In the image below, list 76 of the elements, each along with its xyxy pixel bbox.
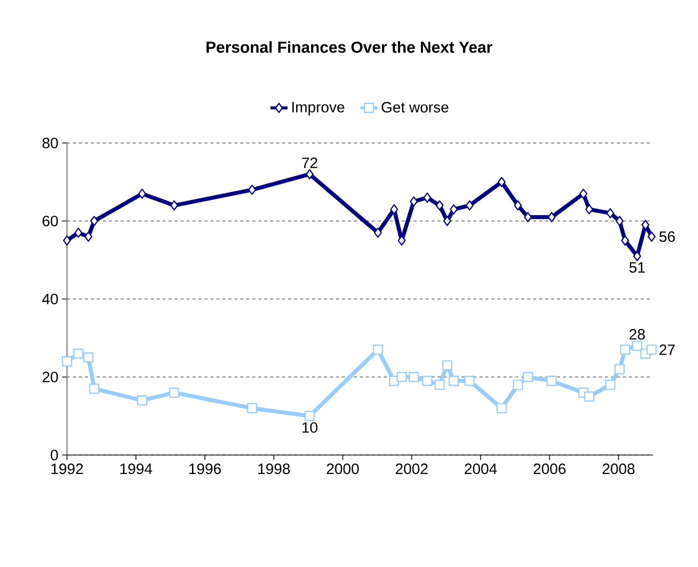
- legend-label: Improve: [292, 102, 344, 116]
- point: [390, 204, 398, 214]
- point: [410, 196, 418, 207]
- point: [396, 372, 407, 382]
- point: [620, 344, 630, 355]
- point: [641, 220, 650, 230]
- x-tick-label: 2002: [396, 464, 428, 474]
- point: [442, 360, 452, 370]
- point: [546, 376, 557, 386]
- point: [63, 235, 71, 246]
- point: [498, 176, 506, 188]
- x-tick-label: 1996: [189, 464, 221, 474]
- point: [450, 204, 458, 214]
- point: [170, 200, 178, 211]
- point: [524, 212, 532, 222]
- y-tick-label: 20: [42, 372, 58, 382]
- point: [448, 376, 459, 386]
- y-tick-label: 60: [42, 216, 58, 226]
- point: [648, 232, 656, 242]
- point: [512, 380, 523, 390]
- point: [408, 372, 419, 382]
- point: [84, 232, 92, 242]
- point: [614, 364, 625, 374]
- legend-label: Get worse: [382, 102, 448, 113]
- point: [436, 200, 444, 211]
- point: [606, 208, 614, 218]
- point: [423, 192, 432, 203]
- point: [579, 188, 588, 199]
- point: [548, 212, 556, 222]
- point: [585, 204, 594, 214]
- y-tick-label: 40: [42, 294, 58, 304]
- annotation: 28: [630, 329, 645, 340]
- point: [632, 340, 642, 351]
- point: [247, 403, 258, 414]
- point: [621, 235, 630, 246]
- point: [83, 352, 94, 363]
- annotation: 56: [659, 231, 675, 242]
- x-tick-label: 2004: [464, 464, 497, 474]
- annotation: 72: [302, 158, 318, 168]
- point: [248, 184, 256, 195]
- annotation: 27: [660, 344, 675, 355]
- point: [522, 372, 533, 382]
- x-tick-label: 2000: [326, 464, 359, 474]
- point: [73, 348, 84, 359]
- chart-title: Personal Finances Over the Next Year: [206, 41, 492, 53]
- point: [372, 344, 384, 355]
- point: [374, 228, 382, 238]
- x-tick-label: 1994: [120, 464, 152, 474]
- point: [137, 395, 148, 406]
- point: [90, 216, 98, 226]
- point: [138, 188, 146, 199]
- x-tick-label: 2008: [602, 464, 634, 474]
- point: [74, 228, 82, 238]
- point: [514, 200, 522, 211]
- point: [169, 388, 180, 398]
- point: [646, 344, 657, 355]
- point: [434, 380, 445, 390]
- y-tick-label: 0: [50, 450, 58, 460]
- point: [62, 356, 72, 366]
- y-tick-label: 80: [42, 138, 58, 148]
- annotation: 10: [302, 422, 318, 433]
- point: [616, 216, 624, 226]
- point: [605, 380, 616, 390]
- point: [422, 376, 432, 386]
- x-tick-label: 2006: [534, 464, 566, 474]
- point: [304, 410, 315, 422]
- point: [464, 376, 475, 386]
- point: [496, 403, 507, 414]
- point: [584, 391, 594, 402]
- point: [466, 200, 474, 211]
- x-tick-label: 1998: [258, 464, 290, 474]
- point: [443, 216, 452, 226]
- x-tick-label: 1992: [52, 464, 83, 474]
- annotation: 51: [629, 262, 645, 273]
- point: [89, 384, 100, 394]
- point: [306, 169, 314, 180]
